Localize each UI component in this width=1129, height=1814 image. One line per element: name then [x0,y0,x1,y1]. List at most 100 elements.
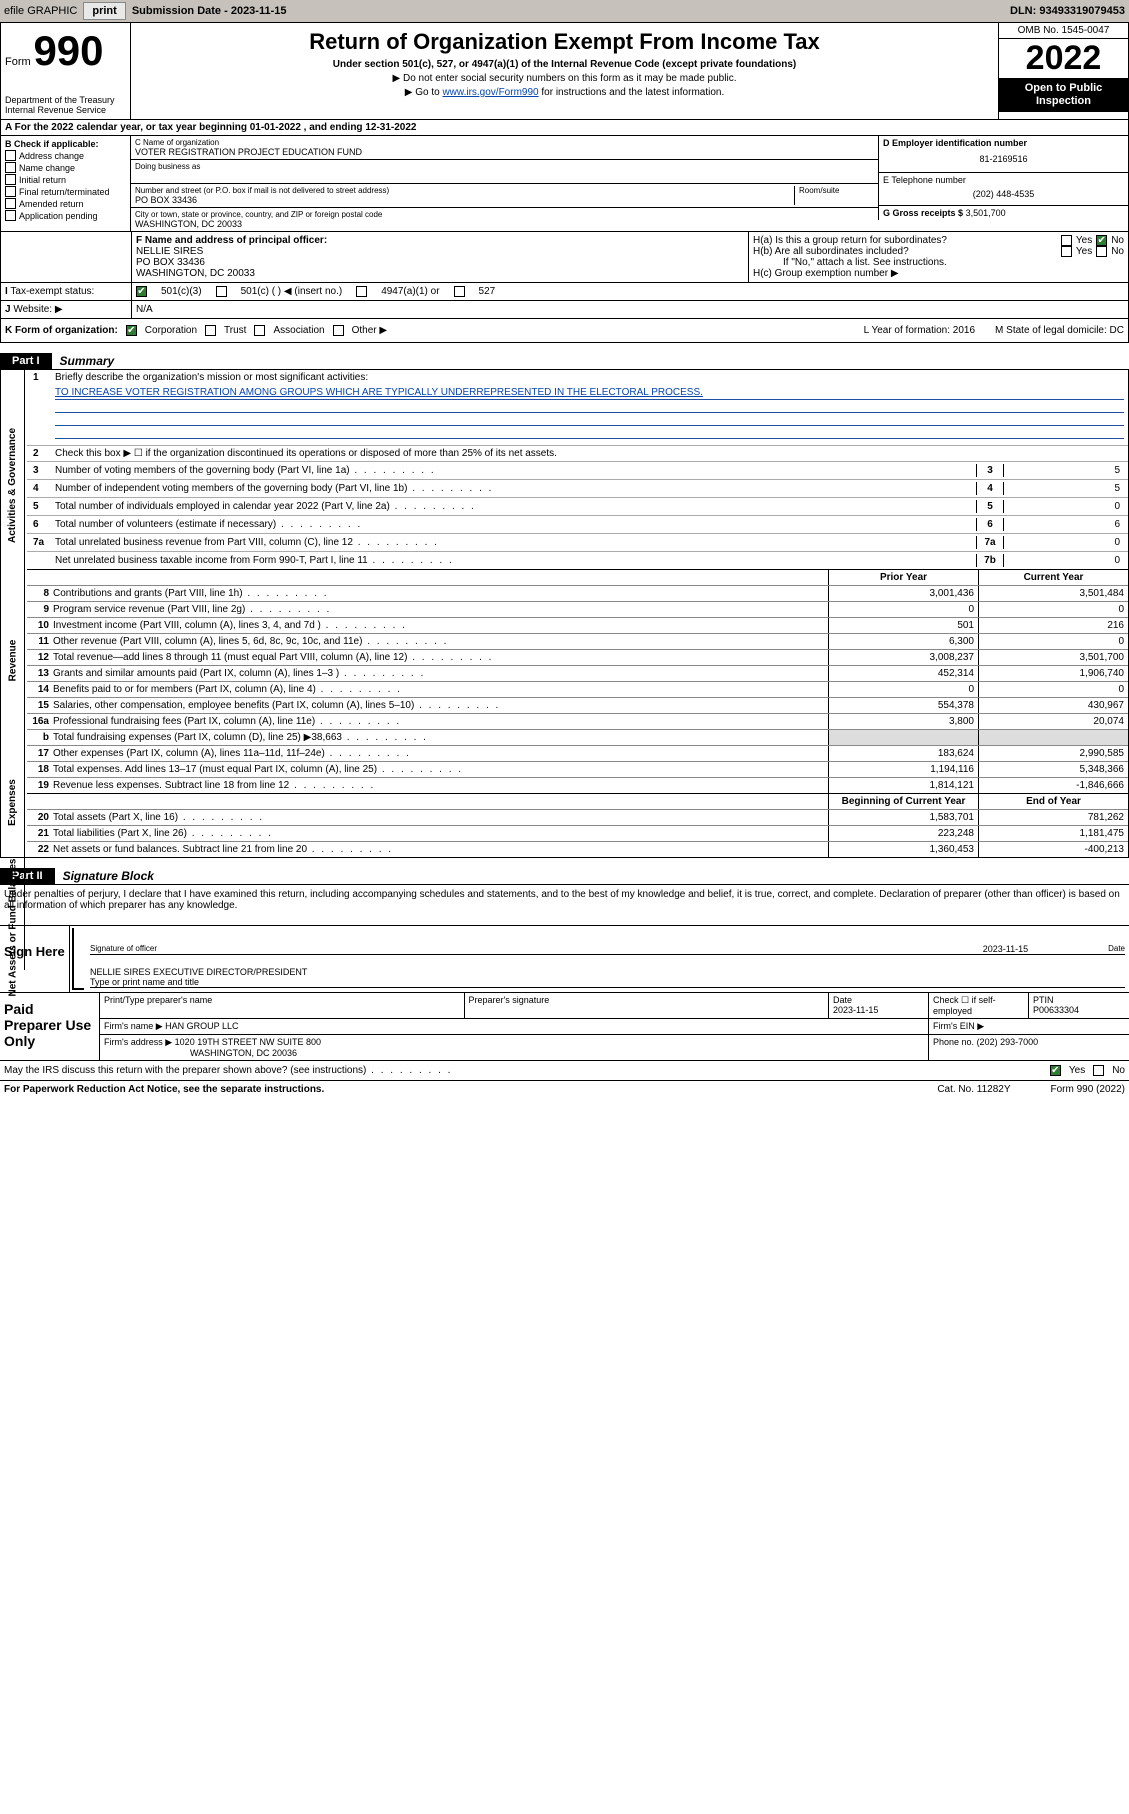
finance-line: 20Total assets (Part X, line 16)1,583,70… [27,809,1128,825]
summary-table: Activities & Governance 1 Briefly descri… [0,369,1129,858]
finance-line: 18Total expenses. Add lines 13–17 (must … [27,761,1128,777]
part-2-header: Part II Signature Block [0,868,1129,884]
form-header: Form 990 Department of the Treasury Inte… [0,22,1129,120]
chk-discuss-no[interactable] [1093,1065,1104,1076]
submission-date: Submission Date - 2023-11-15 [132,5,287,17]
chk-discuss-yes[interactable]: ✔ [1050,1065,1061,1076]
row-k-l-m: K Form of organization: ✔Corporation Tru… [0,319,1129,343]
finance-line: 22Net assets or fund balances. Subtract … [27,841,1128,857]
footer: For Paperwork Reduction Act Notice, see … [0,1080,1129,1098]
mission-text: TO INCREASE VOTER REGISTRATION AMONG GRO… [27,385,1128,445]
row-j: J Website: ▶ N/A [0,301,1129,319]
telephone: (202) 448-4535 [883,185,1124,203]
print-button[interactable]: print [83,2,125,20]
finance-line: 17Other expenses (Part IX, column (A), l… [27,745,1128,761]
discuss-line: May the IRS discuss this return with the… [0,1061,1129,1080]
chk-address-change[interactable] [5,150,16,161]
finance-line: 16aProfessional fundraising fees (Part I… [27,713,1128,729]
title-box: Return of Organization Exempt From Incom… [131,23,998,119]
efile-topbar: efile GRAPHIC print Submission Date - 20… [0,0,1129,22]
chk-527[interactable] [454,286,465,297]
irs-link[interactable]: www.irs.gov/Form990 [442,87,538,98]
summary-line: 6Total number of volunteers (estimate if… [27,515,1128,533]
officer-name: NELLIE SIRES [136,246,203,257]
firm-phone: (202) 293-7000 [977,1037,1039,1047]
chk-amended[interactable] [5,198,16,209]
chk-final-return[interactable] [5,186,16,197]
form-subtitle: Under section 501(c), 527, or 4947(a)(1)… [139,59,990,70]
department: Department of the Treasury Internal Reve… [5,95,126,115]
mission-link[interactable]: TO INCREASE VOTER REGISTRATION AMONG GRO… [55,387,703,398]
org-city: WASHINGTON, DC 20033 [135,219,874,229]
finance-line: 15Salaries, other compensation, employee… [27,697,1128,713]
chk-501c[interactable] [216,286,227,297]
org-name: VOTER REGISTRATION PROJECT EDUCATION FUN… [135,147,874,157]
finance-line: bTotal fundraising expenses (Part IX, co… [27,729,1128,745]
finance-line: 19Revenue less expenses. Subtract line 1… [27,777,1128,793]
section-a-period: A For the 2022 calendar year, or tax yea… [0,120,1129,136]
chk-app-pending[interactable] [5,210,16,221]
section-c: C Name of organization VOTER REGISTRATIO… [131,136,878,231]
section-f: F Name and address of principal officer:… [131,232,748,282]
finance-line: 21Total liabilities (Part X, line 26)223… [27,825,1128,841]
section-i: I Tax-exempt status: [1,283,131,300]
preparer-date: 2023-11-15 [833,1005,878,1015]
tab-governance: Activities & Governance [1,370,25,600]
finance-line: 10Investment income (Part VIII, column (… [27,617,1128,633]
chk-4947[interactable] [356,286,367,297]
chk-hb-no[interactable] [1096,246,1107,257]
form-page: Form 990 (2022) [1051,1084,1125,1095]
dln: DLN: 93493319079453 [1010,5,1125,17]
chk-trust[interactable] [205,325,216,336]
goto-note: ▶ Go to www.irs.gov/Form990 for instruct… [139,87,990,98]
row-i-j: I Tax-exempt status: ✔501(c)(3) 501(c) (… [0,283,1129,301]
tab-revenue: Revenue [1,600,25,720]
finance-line: 9Program service revenue (Part VIII, lin… [27,601,1128,617]
section-b: B Check if applicable: Address change Na… [1,136,131,231]
chk-assoc[interactable] [254,325,265,336]
firm-addr2: WASHINGTON, DC 20036 [190,1048,297,1058]
chk-corp[interactable]: ✔ [126,325,137,336]
state-domicile: M State of legal domicile: DC [995,325,1124,336]
firm-addr1: 1020 19TH STREET NW SUITE 800 [175,1037,321,1047]
chk-other[interactable] [333,325,344,336]
ein: 81-2169516 [883,148,1124,170]
right-info-box: OMB No. 1545-0047 2022 Open to Public In… [998,23,1128,119]
tab-net-assets: Net Assets or Fund Balances [1,885,25,970]
ssn-note: ▶ Do not enter social security numbers o… [139,73,990,84]
cat-number: Cat. No. 11282Y [937,1084,1010,1095]
chk-ha-yes[interactable] [1061,235,1072,246]
form-id-box: Form 990 Department of the Treasury Inte… [1,23,131,119]
firm-name: HAN GROUP LLC [165,1021,238,1031]
ptin: P00633304 [1033,1005,1079,1015]
chk-ha-no[interactable]: ✔ [1096,235,1107,246]
finance-line: 13Grants and similar amounts paid (Part … [27,665,1128,681]
website: N/A [131,301,1128,318]
gross-receipts: 3,501,700 [966,208,1006,218]
sign-here-block: Sign Here Signature of officer 2023-11-1… [0,925,1129,993]
chk-name-change[interactable] [5,162,16,173]
sign-date: 2023-11-15 [983,944,1108,954]
finance-line: 11Other revenue (Part VIII, column (A), … [27,633,1128,649]
row-f-h: F Name and address of principal officer:… [0,232,1129,283]
finance-line: 12Total revenue—add lines 8 through 11 (… [27,649,1128,665]
omb-number: OMB No. 1545-0047 [999,23,1128,39]
chk-501c3[interactable]: ✔ [136,286,147,297]
form-word: Form [5,56,31,68]
perjury-statement: Under penalties of perjury, I declare th… [0,884,1129,925]
year-formation: L Year of formation: 2016 [864,325,975,336]
paid-preparer-block: Paid Preparer Use Only Print/Type prepar… [0,993,1129,1061]
finance-line: 14Benefits paid to or for members (Part … [27,681,1128,697]
org-street: PO BOX 33436 [135,195,794,205]
officer-name-title: NELLIE SIRES EXECUTIVE DIRECTOR/PRESIDEN… [90,967,1125,977]
summary-line: 5Total number of individuals employed in… [27,497,1128,515]
chk-hb-yes[interactable] [1061,246,1072,257]
finance-line: 8Contributions and grants (Part VIII, li… [27,585,1128,601]
summary-line: 3Number of voting members of the governi… [27,461,1128,479]
identity-block: B Check if applicable: Address change Na… [0,136,1129,232]
chk-initial-return[interactable] [5,174,16,185]
tax-year: 2022 [999,39,1128,78]
summary-line: 7aTotal unrelated business revenue from … [27,533,1128,551]
section-deg: D Employer identification number 81-2169… [878,136,1128,231]
section-h: H(a) Is this a group return for subordin… [748,232,1128,282]
